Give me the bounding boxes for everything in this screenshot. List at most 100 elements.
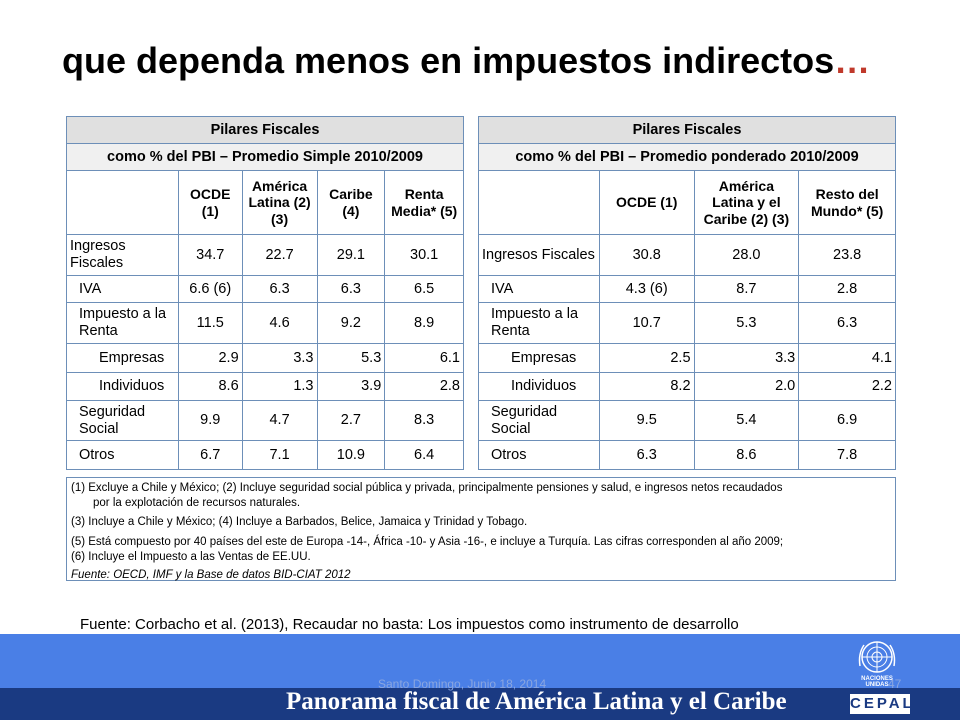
right-table-header1: Pilares Fiscales bbox=[478, 116, 896, 144]
left-col-header: Caribe (4) bbox=[316, 170, 386, 235]
table-cell: 2.8 bbox=[798, 275, 896, 303]
row-label: Impuesto a la Renta bbox=[478, 302, 600, 344]
table-row: Seguridad Social 9.5 5.4 6.9 bbox=[478, 400, 896, 441]
slide-title: que dependa menos en impuestos indirecto… bbox=[62, 40, 870, 82]
left-table-header1: Pilares Fiscales bbox=[66, 116, 464, 144]
row-label: IVA bbox=[478, 275, 600, 303]
table-row: IVA 4.3 (6) 8.7 2.8 bbox=[478, 275, 896, 303]
table-cell: 7.8 bbox=[798, 440, 896, 470]
row-label: Impuesto a la Renta bbox=[66, 302, 179, 344]
row-label: Otros bbox=[478, 440, 600, 470]
table-row: Individuos 8.6 1.3 3.9 2.8 bbox=[66, 372, 464, 401]
table-cell: 6.1 bbox=[384, 343, 464, 373]
right-col-header: OCDE (1) bbox=[598, 170, 695, 235]
table-cell: 2.7 bbox=[316, 400, 386, 441]
table-cell: 6.3 bbox=[598, 440, 695, 470]
cepal-logo: CEPAL bbox=[848, 692, 912, 716]
row-label: Otros bbox=[66, 440, 179, 470]
table-cell: 23.8 bbox=[798, 234, 896, 276]
table-cell: 4.6 bbox=[241, 302, 318, 344]
table-cell: 7.1 bbox=[241, 440, 318, 470]
table-cell: 6.3 bbox=[316, 275, 386, 303]
table-cell: 30.1 bbox=[384, 234, 464, 276]
table-cell: 6.3 bbox=[241, 275, 318, 303]
note-line: (6) Incluye el Impuesto a las Ventas de … bbox=[71, 550, 311, 563]
table-cell: 6.7 bbox=[177, 440, 243, 470]
table-cell: 6.5 bbox=[384, 275, 464, 303]
table-cell: 10.7 bbox=[598, 302, 695, 344]
left-col-header: América Latina (2) (3) bbox=[241, 170, 318, 235]
row-label: Seguridad Social bbox=[66, 400, 179, 441]
table-cell: 4.3 (6) bbox=[598, 275, 695, 303]
table-cell: 9.5 bbox=[598, 400, 695, 441]
row-label: Empresas bbox=[66, 343, 179, 373]
table-cell: 2.5 bbox=[598, 343, 695, 373]
table-cell: 5.3 bbox=[316, 343, 386, 373]
table-cell: 8.3 bbox=[384, 400, 464, 441]
table-row: Impuesto a la Renta 10.7 5.3 6.3 bbox=[478, 302, 896, 344]
table-row: Seguridad Social 9.9 4.7 2.7 8.3 bbox=[66, 400, 464, 441]
left-fiscal-table: Pilares Fiscales como % del PBI – Promed… bbox=[66, 116, 464, 470]
table-cell: 9.2 bbox=[316, 302, 386, 344]
left-table-header2: como % del PBI – Promedio Simple 2010/20… bbox=[66, 143, 464, 171]
right-table-header2: como % del PBI – Promedio ponderado 2010… bbox=[478, 143, 896, 171]
table-cell: 29.1 bbox=[316, 234, 386, 276]
table-cell: 5.4 bbox=[693, 400, 800, 441]
table-cell: 2.2 bbox=[798, 372, 896, 401]
right-col-header: América Latina y el Caribe (2) (3) bbox=[693, 170, 800, 235]
table-cell: 2.0 bbox=[693, 372, 800, 401]
right-col-header: Resto del Mundo* (5) bbox=[798, 170, 896, 235]
table-cell: 4.1 bbox=[798, 343, 896, 373]
table-cell: 6.4 bbox=[384, 440, 464, 470]
table-cell: 1.3 bbox=[241, 372, 318, 401]
footer-bottom-bar bbox=[0, 688, 960, 720]
table-cell: 4.7 bbox=[241, 400, 318, 441]
table-cell: 2.9 bbox=[177, 343, 243, 373]
note-line: por la explotación de recursos naturales… bbox=[93, 496, 301, 509]
table-row: Otros 6.7 7.1 10.9 6.4 bbox=[66, 440, 464, 470]
table-cell: 2.8 bbox=[384, 372, 464, 401]
row-label: Ingresos Fiscales bbox=[66, 234, 179, 276]
row-label: Seguridad Social bbox=[478, 400, 600, 441]
row-label: Individuos bbox=[66, 372, 179, 401]
table-row: Impuesto a la Renta 11.5 4.6 9.2 8.9 bbox=[66, 302, 464, 344]
table-cell: 6.3 bbox=[798, 302, 896, 344]
page-number: 47 bbox=[888, 677, 902, 691]
un-emblem-icon bbox=[858, 641, 896, 673]
note-line: (1) Excluye a Chile y México; (2) Incluy… bbox=[71, 482, 783, 494]
table-cell: 9.9 bbox=[177, 400, 243, 441]
footer-title: Panorama fiscal de América Latina y el C… bbox=[286, 688, 787, 715]
table-cell: 3.9 bbox=[316, 372, 386, 401]
left-col-header: Renta Media* (5) bbox=[384, 170, 464, 235]
table-row: Otros 6.3 8.6 7.8 bbox=[478, 440, 896, 470]
right-fiscal-table: Pilares Fiscales como % del PBI – Promed… bbox=[478, 116, 896, 470]
table-cell: 8.2 bbox=[598, 372, 695, 401]
left-col-header: OCDE (1) bbox=[177, 170, 243, 235]
notes-source: Fuente: OECD, IMF y la Base de datos BID… bbox=[71, 568, 351, 581]
title-text: que dependa menos en impuestos indirecto… bbox=[62, 40, 835, 81]
table-cell: 3.3 bbox=[241, 343, 318, 373]
note-line: (5) Está compuesto por 40 países del est… bbox=[71, 536, 784, 549]
table-cell: 10.9 bbox=[316, 440, 386, 470]
source-citation: Fuente: Corbacho et al. (2013), Recaudar… bbox=[80, 616, 739, 633]
right-table-corner bbox=[478, 170, 600, 235]
table-cell: 5.3 bbox=[693, 302, 800, 344]
table-row: IVA 6.6 (6) 6.3 6.3 6.5 bbox=[66, 275, 464, 303]
table-cell: 8.7 bbox=[693, 275, 800, 303]
table-row: Individuos 8.2 2.0 2.2 bbox=[478, 372, 896, 401]
table-cell: 3.3 bbox=[693, 343, 800, 373]
table-row: Ingresos Fiscales 30.8 28.0 23.8 bbox=[478, 234, 896, 276]
row-label: IVA bbox=[66, 275, 179, 303]
table-cell: 6.6 (6) bbox=[177, 275, 243, 303]
row-label: Individuos bbox=[478, 372, 600, 401]
un-label: NACIONES UNIDAS bbox=[861, 676, 893, 688]
table-notes: (1) Excluye a Chile y México; (2) Incluy… bbox=[66, 477, 896, 581]
note-line: (3) Incluye a Chile y México; (4) Incluy… bbox=[71, 516, 528, 529]
footer-date: Santo Domingo, Junio 18, 2014 bbox=[378, 677, 547, 691]
table-cell: 30.8 bbox=[598, 234, 695, 276]
table-cell: 22.7 bbox=[241, 234, 318, 276]
table-cell: 11.5 bbox=[177, 302, 243, 344]
table-cell: 8.9 bbox=[384, 302, 464, 344]
title-ellipsis: … bbox=[834, 40, 871, 81]
table-cell: 28.0 bbox=[693, 234, 800, 276]
